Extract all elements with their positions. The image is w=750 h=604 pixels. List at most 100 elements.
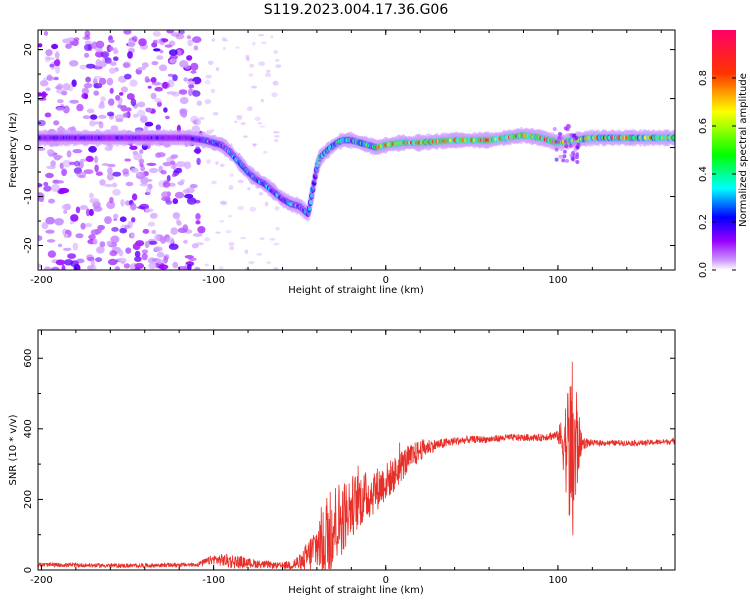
spectrogram-cell [93,65,103,70]
spectrogram-cell [176,218,181,224]
spectrogram-cell [215,67,220,72]
spectrogram-cell [252,143,257,148]
spectrogram-cell [124,73,132,80]
spectrogram-cell [73,160,81,167]
spectrogram-cell [163,107,168,113]
spectrogram-cell [210,180,217,185]
spectrogram-cell [558,154,563,159]
spectrogram-cell [73,37,80,41]
spectrogram-cell [124,224,130,229]
spectrogram-cell [123,62,130,69]
spectrogram-cell [139,115,148,123]
spectrogram-cell [133,153,143,161]
spectrogram-cell [43,31,49,36]
spectrogram-cell [183,77,188,82]
snr-xlabel: Height of straight line (km) [288,585,424,596]
spectrogram-cell [123,263,130,269]
spectrogram-cell [109,67,116,74]
spectrogram-cell [563,139,568,144]
spectrogram-cell [215,231,221,234]
spectrogram-ytick-label: 0 [23,144,34,150]
spectrogram-cell [164,44,173,48]
spectrogram-cell [218,265,224,270]
spectrogram-cell [162,162,172,167]
spectrogram-cell [156,39,163,44]
spectrogram-cell [574,155,579,160]
spectrogram-xlabel: Height of straight line (km) [288,285,424,296]
spectrogram-data [38,30,675,270]
spectrogram-cell [125,247,132,254]
spectrogram-cell [248,260,255,265]
spectrogram-cell [125,107,132,112]
spectrogram-cell [114,114,125,121]
spectrogram-cell [561,158,566,163]
spectrogram-cell [119,92,124,96]
spectrogram-cell [272,80,279,86]
spectrogram-cell [54,218,64,226]
spectrogram-cell [143,125,149,130]
spectrogram-cell [222,46,226,51]
spectrogram-cell [147,85,152,89]
spectrogram-cell [53,59,61,66]
spectrogram-cell [70,214,79,222]
spectrogram-cell [69,221,74,225]
spectrogram-cell [179,108,188,115]
spectrogram-cell [204,263,210,267]
spectrogram-cell [208,60,214,65]
spectrogram-cell [206,159,211,164]
spectrogram-cell [72,242,79,251]
spectrogram-cell [562,154,567,159]
spectrogram-cell [147,221,156,227]
snr-ylabel: SNR (10 * v/v) [8,414,19,485]
spectrogram-cell [192,118,202,126]
spectrogram-cell [43,185,52,192]
spectrogram-cell [79,205,88,210]
spectrogram-cell [93,90,100,96]
spectrogram-cell [104,57,112,64]
spectrogram-cell [69,99,79,104]
spectrogram-cell [162,181,171,188]
spectrogram-cell [95,171,103,176]
spectrogram-cell [47,250,57,258]
spectrogram-cell [169,58,177,64]
spectrogram-cell [85,76,91,83]
spectrogram-cell [94,164,99,173]
spectrogram-cell [176,167,182,171]
spectrogram-cell [115,95,121,101]
spectrogram-cell [572,141,577,146]
spectrogram-cell [182,224,189,233]
spectrogram-cell [46,239,56,243]
spectrogram-cell [259,125,266,128]
spectrogram-cell [94,155,99,164]
spectrogram-cell [85,155,94,162]
spectrogram-cell [150,92,157,100]
spectrogram-cell [256,253,263,256]
spectrogram-cell [177,266,188,270]
spectrogram-cell [122,168,129,175]
spectrogram-cell [51,184,60,192]
spectrogram-ytick-label: -10 [23,188,34,204]
spectrogram-cell [192,36,202,43]
spectrogram-cell [228,187,234,190]
spectrogram-cell [562,149,567,154]
spectrogram-cell [89,192,94,199]
spectrogram-cell [180,179,185,183]
spectrogram-cell [210,88,216,94]
spectrogram-cell [98,114,107,119]
spectrogram-cell [243,135,248,138]
spectrogram-xtick-label: 0 [383,275,389,286]
spectrogram-cell [269,238,276,241]
spectrogram-cell [45,49,53,57]
spectrogram-cell [172,261,179,269]
colorbar: 0.0 0.2 0.4 0.6 0.8 Normalized spectral ampl… [698,30,749,278]
spectrogram-cell [225,229,232,234]
spectrogram-cell [222,39,229,42]
spectrogram-cell [573,147,578,152]
spectrogram-cell [55,65,61,74]
spectrogram-cell [161,191,171,199]
spectrogram-cell [113,49,119,54]
spectrogram-cell [237,179,244,184]
snr-panel: -200 -100 0 100 0 200 400 600 Height of straigh… [8,329,676,596]
spectrogram-cell [258,61,266,66]
